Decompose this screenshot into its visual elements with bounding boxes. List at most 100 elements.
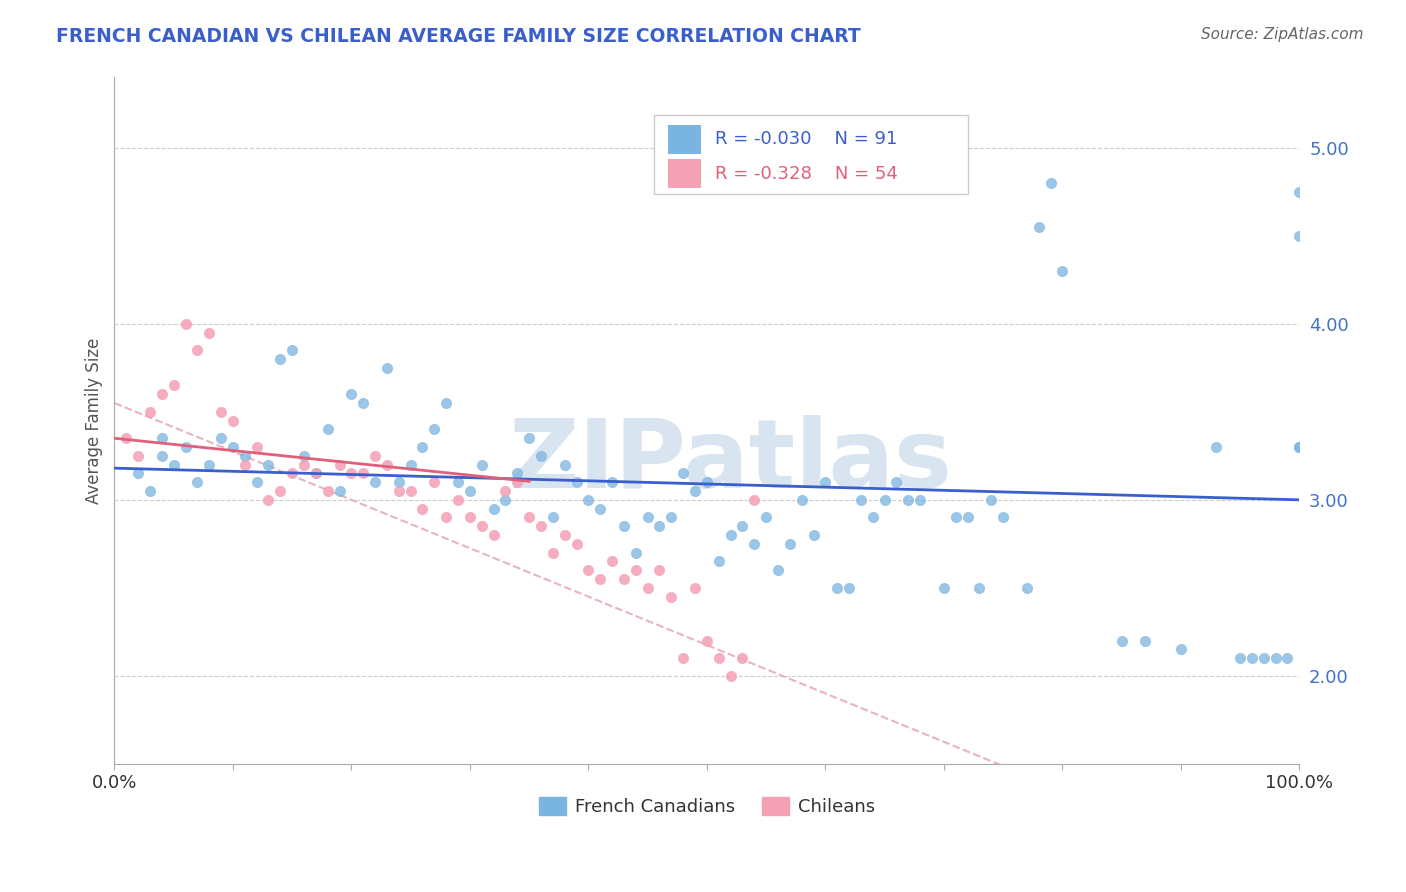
Point	[174, 317, 197, 331]
Y-axis label: Average Family Size: Average Family Size	[86, 337, 103, 504]
Point	[305, 467, 328, 481]
Point	[720, 669, 742, 683]
Point	[742, 492, 765, 507]
Point	[755, 510, 778, 524]
Point	[530, 449, 553, 463]
Point	[969, 581, 991, 595]
Point	[447, 475, 470, 490]
Point	[1288, 440, 1310, 454]
Point	[683, 483, 706, 498]
Point	[458, 483, 481, 498]
Point	[375, 360, 398, 375]
Point	[624, 546, 647, 560]
Point	[790, 492, 813, 507]
Point	[150, 387, 173, 401]
Point	[589, 501, 612, 516]
Point	[352, 467, 374, 481]
Point	[1264, 651, 1286, 665]
Point	[637, 510, 659, 524]
Point	[838, 581, 860, 595]
Point	[364, 475, 387, 490]
Point	[434, 396, 457, 410]
Point	[257, 458, 280, 472]
Point	[720, 528, 742, 542]
Point	[1039, 176, 1062, 190]
Point	[150, 431, 173, 445]
Point	[554, 528, 576, 542]
Point	[364, 449, 387, 463]
FancyBboxPatch shape	[654, 115, 967, 194]
Point	[659, 590, 682, 604]
Point	[576, 563, 599, 577]
Point	[222, 414, 245, 428]
Point	[731, 651, 754, 665]
Point	[506, 475, 529, 490]
Point	[565, 537, 588, 551]
Point	[281, 467, 304, 481]
Point	[163, 378, 186, 392]
Point	[316, 483, 339, 498]
Point	[186, 475, 208, 490]
Point	[269, 483, 291, 498]
Point	[482, 528, 505, 542]
Point	[305, 467, 328, 481]
Point	[576, 492, 599, 507]
Point	[991, 510, 1014, 524]
Point	[1052, 264, 1074, 278]
Point	[506, 467, 529, 481]
Point	[246, 475, 269, 490]
Point	[932, 581, 955, 595]
Point	[803, 528, 825, 542]
Bar	[668, 159, 702, 188]
Point	[399, 483, 422, 498]
Point	[648, 563, 671, 577]
Point	[434, 510, 457, 524]
Point	[281, 343, 304, 358]
Point	[1135, 633, 1157, 648]
Point	[115, 431, 138, 445]
Point	[316, 422, 339, 436]
Point	[139, 483, 162, 498]
Point	[1288, 440, 1310, 454]
Point	[613, 519, 636, 533]
Point	[150, 449, 173, 463]
Point	[779, 537, 801, 551]
Point	[766, 563, 789, 577]
Point	[139, 405, 162, 419]
Point	[683, 581, 706, 595]
Bar	[668, 125, 702, 153]
Point	[399, 458, 422, 472]
Point	[233, 458, 256, 472]
Point	[423, 422, 446, 436]
Point	[482, 501, 505, 516]
Point	[742, 537, 765, 551]
Point	[956, 510, 979, 524]
Point	[517, 431, 540, 445]
Point	[873, 492, 896, 507]
Text: R = -0.030    N = 91: R = -0.030 N = 91	[716, 130, 897, 148]
Point	[411, 501, 433, 516]
Point	[849, 492, 872, 507]
Point	[862, 510, 884, 524]
Point	[825, 581, 848, 595]
Point	[209, 431, 232, 445]
Point	[352, 396, 374, 410]
Point	[494, 492, 516, 507]
Point	[707, 554, 730, 568]
Point	[541, 546, 564, 560]
Point	[292, 458, 315, 472]
Point	[613, 572, 636, 586]
Legend: French Canadians, Chileans: French Canadians, Chileans	[531, 789, 883, 823]
Point	[908, 492, 931, 507]
Point	[329, 483, 352, 498]
Text: Source: ZipAtlas.com: Source: ZipAtlas.com	[1201, 27, 1364, 42]
Point	[388, 475, 411, 490]
Point	[174, 440, 197, 454]
Point	[589, 572, 612, 586]
Point	[186, 343, 208, 358]
Point	[1170, 642, 1192, 657]
Text: R = -0.328    N = 54: R = -0.328 N = 54	[716, 164, 898, 183]
Point	[388, 483, 411, 498]
Point	[672, 467, 695, 481]
Point	[209, 405, 232, 419]
